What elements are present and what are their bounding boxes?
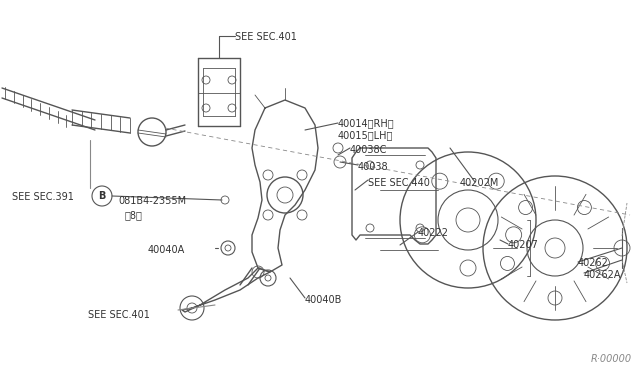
Text: SEE SEC.401: SEE SEC.401	[88, 310, 150, 320]
Text: 40038: 40038	[358, 162, 388, 172]
Text: SEE SEC.391: SEE SEC.391	[12, 192, 74, 202]
Text: 40015〈LH〉: 40015〈LH〉	[338, 130, 394, 140]
Text: 〈8〉: 〈8〉	[125, 210, 143, 220]
Text: 40207: 40207	[508, 240, 539, 250]
Text: 40040B: 40040B	[305, 295, 342, 305]
Text: 40262: 40262	[578, 258, 609, 268]
Text: 40040A: 40040A	[148, 245, 185, 255]
Text: SEE SEC.440: SEE SEC.440	[368, 178, 430, 188]
Text: B: B	[99, 191, 106, 201]
Text: SEE SEC.401: SEE SEC.401	[235, 32, 297, 42]
Text: 081B4-2355M: 081B4-2355M	[118, 196, 186, 206]
Text: 40222: 40222	[418, 228, 449, 238]
Text: 40262A: 40262A	[584, 270, 621, 280]
Text: 40038C: 40038C	[350, 145, 387, 155]
Text: 40202M: 40202M	[460, 178, 499, 188]
Text: 40014〈RH〉: 40014〈RH〉	[338, 118, 395, 128]
Text: R·00000: R·00000	[591, 354, 632, 364]
